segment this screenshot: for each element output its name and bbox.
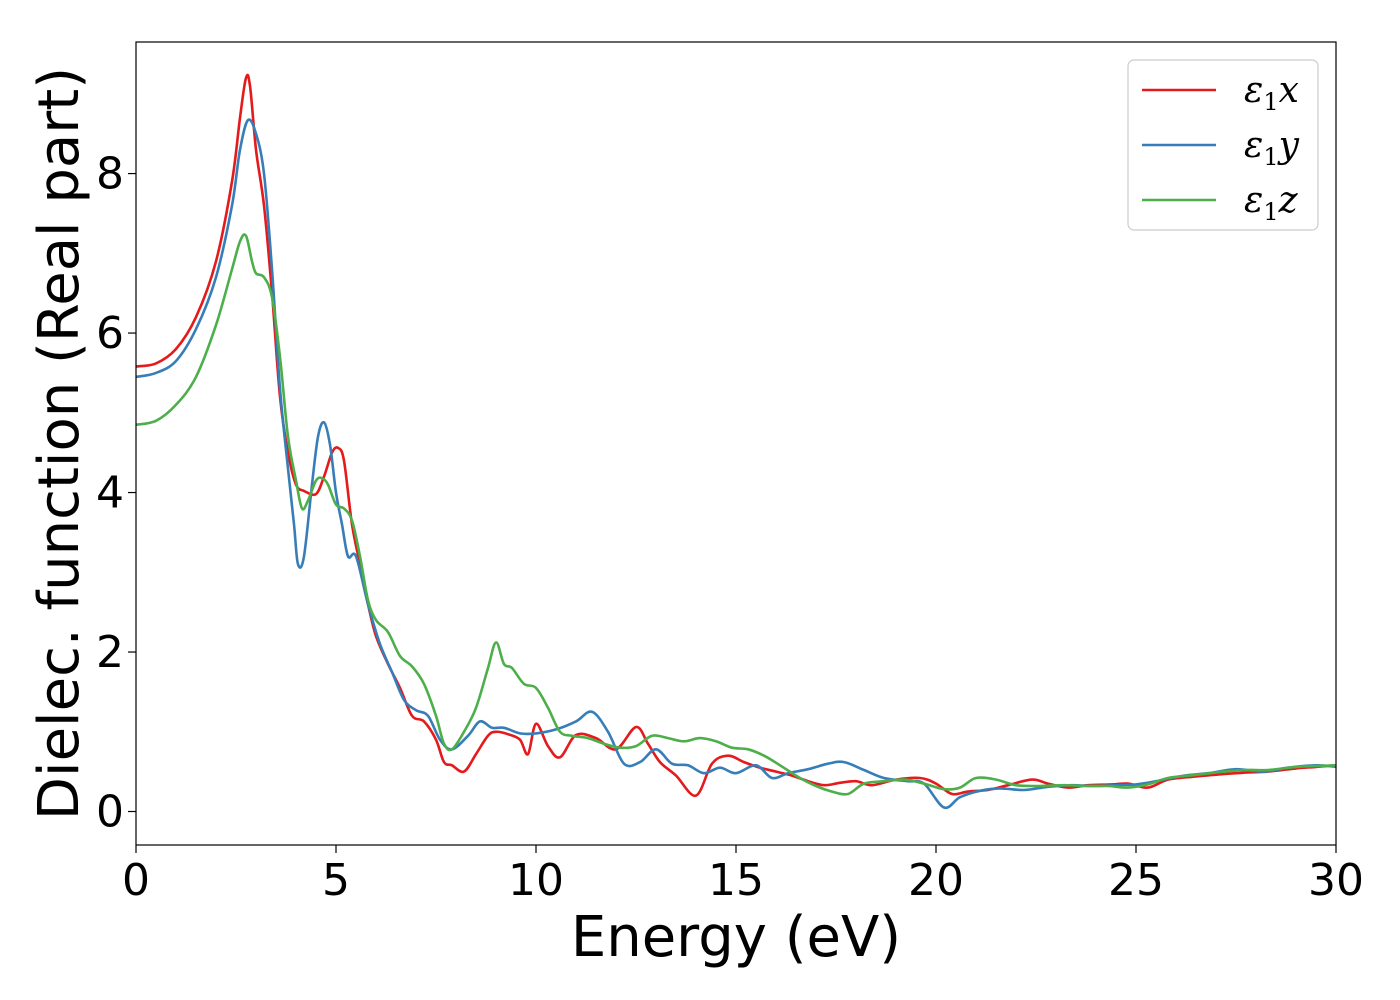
series-line-3 [135, 233, 1337, 796]
y-tick-label: 6 [96, 308, 124, 359]
legend-box [1127, 59, 1319, 231]
y-axis-title: Dielec. function (Real part) [27, 67, 92, 820]
y-tick-label: 4 [96, 468, 124, 519]
x-tick-label: 0 [122, 855, 150, 906]
legend-label-1: ε1x [1244, 70, 1299, 116]
y-ticks: 0 2 4 6 8 [96, 149, 136, 838]
series-line-2 [135, 118, 1337, 810]
legend-label-2: ε1y [1244, 125, 1300, 171]
x-tick-label: 15 [708, 855, 764, 906]
x-tick-label: 10 [508, 855, 564, 906]
x-tick-label: 25 [1108, 855, 1164, 906]
legend-label-3: ε1z [1244, 180, 1299, 226]
x-tick-label: 30 [1308, 855, 1364, 906]
y-tick-label: 0 [96, 787, 124, 838]
legend: ε1x ε1y ε1z [1127, 59, 1319, 231]
x-ticks: 0 5 10 15 20 25 30 [122, 845, 1364, 906]
x-axis-title: Energy (eV) [571, 905, 901, 970]
x-tick-label: 20 [908, 855, 964, 906]
y-tick-label: 8 [96, 149, 124, 200]
series-line-1 [135, 73, 1337, 797]
series-layer [135, 73, 1337, 810]
x-tick-label: 5 [322, 855, 350, 906]
y-tick-label: 2 [96, 627, 124, 678]
